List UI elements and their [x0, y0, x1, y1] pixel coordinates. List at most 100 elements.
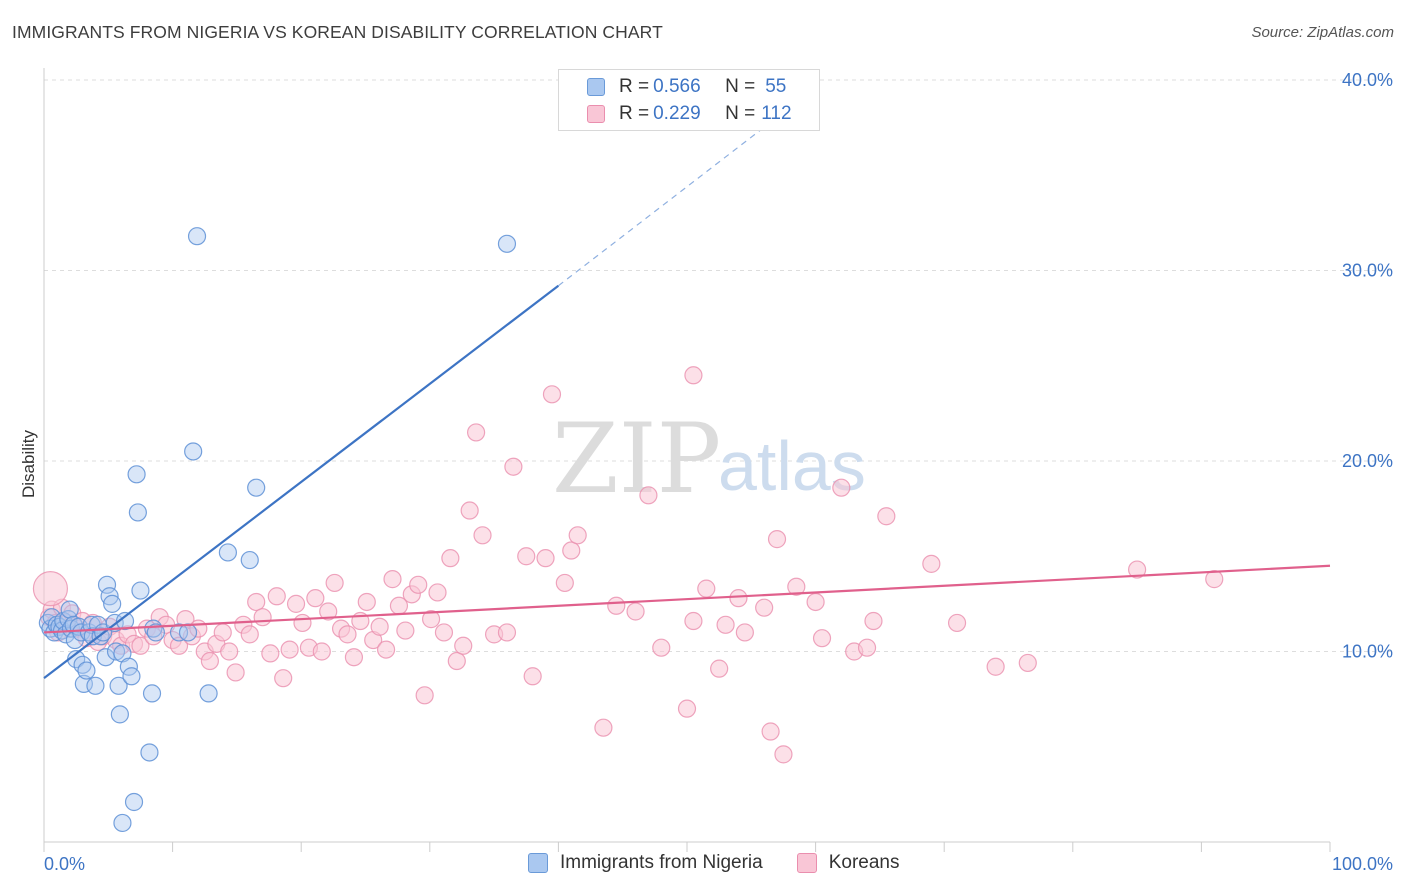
koreans-point — [877, 507, 896, 526]
legend-swatch-koreans — [587, 105, 605, 123]
koreans-point — [562, 541, 581, 560]
n-value-koreans: 112 — [761, 103, 792, 124]
nigeria-point — [128, 503, 147, 522]
koreans-point — [428, 583, 447, 602]
nigeria-trend-line — [43, 284, 560, 680]
nigeria-point — [140, 743, 159, 762]
y-axis-label: Disability — [19, 429, 38, 498]
legend-swatch-nigeria — [528, 853, 548, 873]
koreans-point — [447, 651, 466, 671]
koreans-point — [220, 642, 239, 661]
r-value-koreans: 0.229 — [653, 103, 701, 124]
nigeria-point — [199, 684, 218, 703]
koreans-point — [306, 589, 325, 608]
source-label: Source: ZipAtlas.com — [1251, 24, 1394, 41]
koreans-point — [200, 651, 219, 671]
nigeria-point — [74, 674, 93, 693]
koreans-point — [523, 667, 542, 686]
koreans-point — [947, 613, 967, 633]
koreans-point — [832, 478, 851, 497]
y-tick-label: 30.0% — [1342, 261, 1393, 281]
n-label: N = — [725, 76, 756, 97]
legend-swatch-koreans — [796, 853, 817, 873]
nigeria-point — [240, 550, 259, 570]
koreans-point — [684, 611, 703, 631]
nigeria-point — [77, 661, 96, 680]
koreans-point — [466, 423, 486, 442]
nigeria-point — [109, 676, 128, 695]
nigeria-point — [184, 442, 203, 461]
koreans-point — [253, 608, 272, 627]
x-tick-label-max: 100.0% — [1332, 854, 1393, 874]
koreans-point — [542, 385, 562, 404]
nigeria-point — [113, 813, 132, 833]
r-label: R = — [619, 103, 650, 124]
koreans-point — [774, 745, 793, 764]
koreans-point — [857, 638, 877, 657]
legend-label-nigeria: Immigrants from Nigeria — [560, 852, 763, 873]
koreans-point — [274, 669, 293, 688]
koreans-point — [806, 592, 825, 612]
nigeria-point — [122, 667, 141, 686]
koreans-point — [735, 623, 754, 642]
nigeria-points — [38, 227, 517, 833]
koreans-point — [293, 613, 312, 633]
nigeria-point — [497, 234, 517, 253]
r-label: R = — [619, 76, 650, 97]
koreans-point — [504, 457, 523, 476]
koreans-point — [568, 526, 587, 545]
koreans-point — [755, 598, 774, 617]
koreans-point — [226, 663, 245, 682]
koreans-point — [626, 602, 645, 621]
koreans-point — [376, 640, 396, 659]
koreans-point — [729, 589, 748, 608]
bottom-legend: Immigrants from Nigeria Koreans — [528, 852, 934, 874]
koreans-point — [261, 644, 280, 663]
koreans-point — [213, 623, 232, 642]
koreans-point — [716, 615, 735, 634]
koreans-point — [986, 657, 1005, 676]
koreans-trend-line — [43, 564, 1331, 634]
nigeria-point — [187, 227, 207, 246]
koreans-point — [396, 621, 415, 640]
koreans-point — [267, 587, 286, 606]
koreans-point — [370, 617, 389, 636]
koreans-point — [639, 486, 658, 505]
nigeria-point — [83, 627, 102, 646]
legend-item-koreans: Koreans — [796, 852, 900, 874]
y-tick-label: 40.0% — [1342, 70, 1393, 90]
koreans-point — [536, 549, 555, 568]
koreans-point — [787, 577, 806, 596]
koreans-point — [415, 686, 434, 705]
koreans-point — [812, 629, 832, 648]
koreans-point — [454, 636, 473, 655]
koreans-point — [767, 530, 787, 549]
koreans-point — [761, 722, 780, 741]
y-tick-labels: 10.0% 20.0% 30.0% 40.0% — [1342, 70, 1393, 662]
axes — [43, 68, 1331, 852]
nigeria-point — [124, 792, 144, 812]
koreans-point — [594, 718, 613, 737]
koreans-point — [338, 625, 357, 644]
stats-row-nigeria: R = 0.566 N = 55 — [559, 73, 786, 101]
nigeria-point — [131, 581, 150, 600]
koreans-point — [460, 501, 479, 520]
koreans-point — [710, 659, 729, 678]
nigeria-point — [72, 623, 91, 642]
koreans-points — [32, 366, 1224, 764]
koreans-point — [1018, 653, 1037, 673]
y-tick-label: 20.0% — [1342, 451, 1393, 471]
trend-lines — [43, 87, 1331, 680]
koreans-point — [607, 596, 626, 615]
koreans-point — [473, 526, 492, 545]
koreans-point — [247, 592, 266, 612]
stats-legend: R = 0.566 N = 55 R = 0.229 N = 112 — [558, 69, 820, 131]
stats-row-koreans: R = 0.229 N = 112 — [559, 100, 792, 128]
nigeria-point — [142, 684, 162, 703]
koreans-point — [131, 636, 150, 655]
koreans-point — [344, 648, 364, 667]
koreans-point — [677, 699, 697, 718]
nigeria-point — [97, 575, 117, 594]
koreans-point-cluster — [32, 571, 69, 607]
koreans-point — [517, 547, 536, 566]
